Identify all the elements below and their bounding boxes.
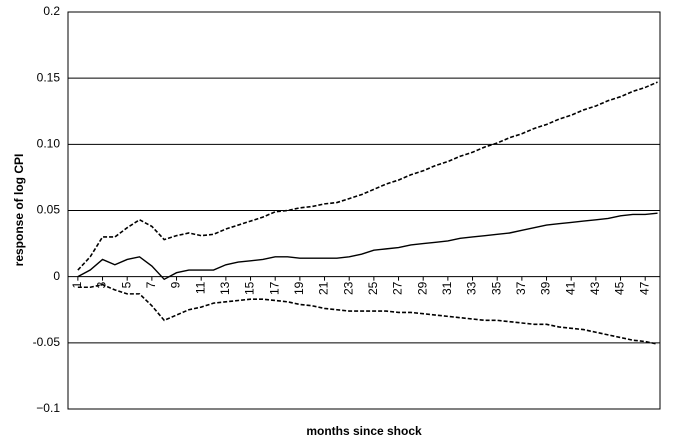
x-tick-label: 5 (119, 281, 133, 288)
x-tick-label: 37 (514, 281, 528, 295)
x-tick-label: 33 (465, 281, 479, 295)
x-tick-label: 25 (366, 281, 380, 295)
x-tick-label: 45 (613, 281, 627, 295)
y-tick-label: 0.2 (43, 4, 60, 18)
x-tick-label: 11 (193, 281, 207, 294)
series-line (77, 81, 658, 271)
y-tick-label: -0.05 (33, 335, 61, 349)
x-tick-label: 31 (440, 281, 454, 295)
x-tick-label: 27 (391, 281, 405, 295)
x-tick-label: 39 (539, 281, 553, 295)
x-tick-label: 35 (489, 281, 503, 295)
x-tick-label: 17 (267, 281, 281, 295)
x-tick-label: 13 (218, 281, 232, 295)
series-line (77, 212, 658, 281)
x-tick-label: 15 (243, 281, 257, 295)
y-axis-title: response of log CPI (12, 154, 26, 267)
x-tick-label: 23 (341, 281, 355, 295)
y-tick-label: 0.05 (37, 203, 61, 217)
x-tick-label: 9 (169, 281, 183, 288)
x-tick-label: 29 (415, 281, 429, 295)
y-tick-label: 0.10 (37, 137, 61, 151)
x-axis-title: months since shock (306, 424, 422, 438)
series-line (77, 283, 658, 345)
y-tick-label: 0.15 (37, 70, 61, 84)
y-tick-label: −0.1 (36, 401, 60, 415)
x-tick-label: 43 (588, 281, 602, 295)
x-tick-label: 41 (563, 281, 577, 295)
x-tick-label: 21 (317, 281, 331, 295)
x-tick-label: 1 (70, 281, 84, 288)
plot-frame (67, 11, 661, 410)
x-tick-label: 7 (144, 281, 158, 288)
x-tick-label: 47 (637, 281, 651, 295)
x-tick-label: 19 (292, 281, 306, 295)
y-tick-label: 0 (53, 269, 60, 283)
